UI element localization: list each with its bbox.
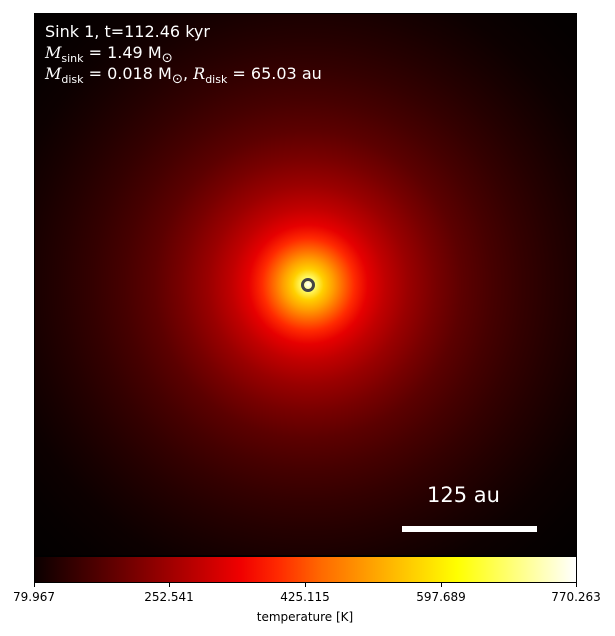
- colorbar-tick: [441, 583, 442, 587]
- colorbar-tick: [576, 583, 577, 587]
- scalebar-line: [402, 526, 537, 532]
- sink-mass-unit: ⊙: [161, 51, 173, 67]
- colorbar-tick-label: 597.689: [416, 590, 466, 604]
- sink-marker: [301, 278, 315, 292]
- scalebar-label: 125 au: [427, 483, 500, 507]
- colorbar-label: temperature [K]: [256, 610, 354, 624]
- colorbar: [34, 556, 577, 583]
- colorbar-tick-label: 252.541: [144, 590, 194, 604]
- colorbar-tick-label: 770.263: [551, 590, 601, 604]
- colorbar-tick: [169, 583, 170, 587]
- disk-mass-symbol: M: [45, 64, 62, 83]
- disk-radius-value: = 65.03 au: [227, 64, 322, 83]
- disk-mass-subscript: disk: [61, 73, 84, 87]
- disk-properties-label: Mdisk = 0.018 M⊙, Rdisk = 65.03 au: [45, 64, 322, 90]
- colorbar-tick-label: 425.115: [280, 590, 330, 604]
- sink-mass-value: = 1.49 M: [83, 43, 162, 62]
- sink-time-label: Sink 1, t=112.46 kyr: [45, 22, 210, 41]
- disk-mass-unit: ⊙: [171, 72, 183, 88]
- colorbar-tick: [305, 583, 306, 587]
- temperature-map: Sink 1, t=112.46 kyr Msink = 1.49 M⊙ Mdi…: [34, 13, 577, 556]
- sink-mass-label: Msink = 1.49 M⊙: [45, 43, 173, 69]
- disk-radius-subscript: disk: [205, 73, 228, 87]
- colorbar-tick: [34, 583, 35, 587]
- disk-radius-symbol: R: [193, 64, 206, 83]
- sink-mass-symbol: M: [45, 43, 62, 62]
- disk-separator: ,: [182, 64, 194, 83]
- colorbar-tick-label: 79.967: [13, 590, 55, 604]
- sink-mass-subscript: sink: [61, 52, 84, 66]
- disk-mass-value: = 0.018 M: [83, 64, 172, 83]
